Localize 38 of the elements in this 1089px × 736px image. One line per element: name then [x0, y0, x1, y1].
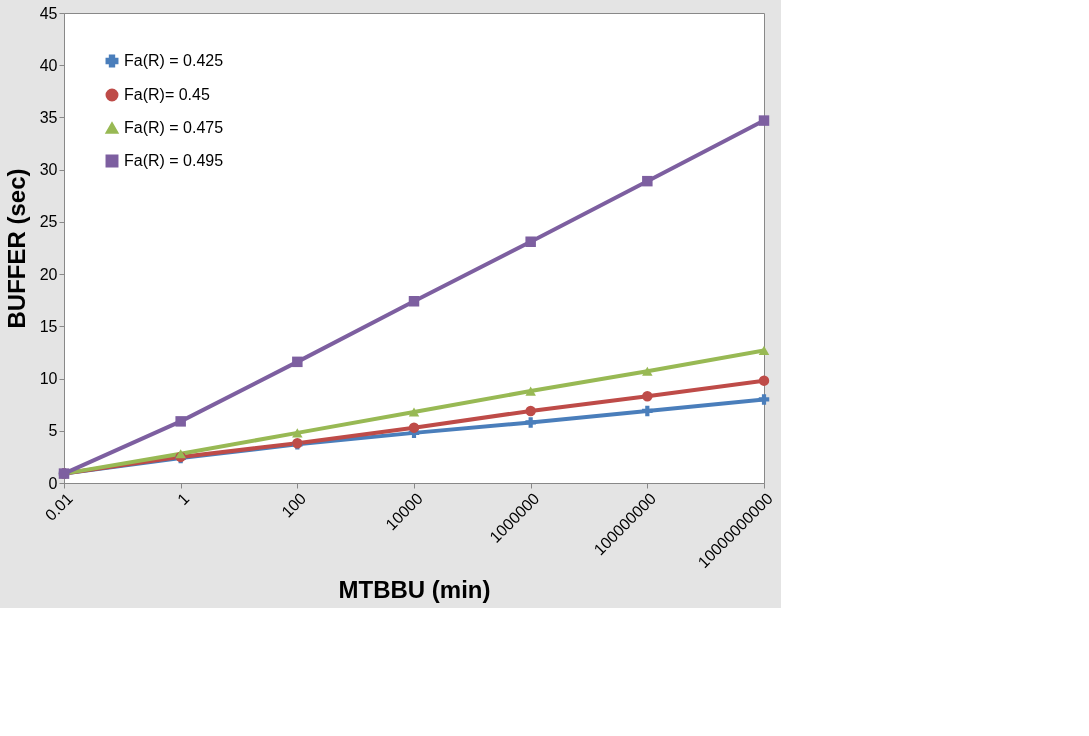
point — [292, 356, 303, 368]
y-tick-label: 40 — [39, 56, 58, 74]
point — [408, 422, 420, 433]
y-tick-label: 30 — [39, 161, 58, 179]
point — [758, 345, 770, 355]
point — [408, 407, 420, 417]
point — [642, 366, 653, 376]
x-axis-title: MTBBU (min) — [338, 576, 491, 604]
point — [525, 386, 536, 396]
legend-label: Fa(R)= 0.45 — [124, 86, 210, 103]
point — [292, 428, 303, 438]
legend-label: Fa(R) = 0.475 — [124, 119, 224, 136]
y-tick-label: 0 — [48, 474, 58, 492]
x-tick-label: 100 — [278, 489, 310, 521]
y-tick-label: 10 — [39, 370, 58, 388]
point — [758, 394, 770, 405]
legend-label: Fa(R) = 0.495 — [124, 152, 224, 169]
point — [175, 449, 186, 459]
point — [758, 375, 770, 386]
x-tick-label: 0.01 — [41, 489, 76, 524]
point — [525, 417, 536, 428]
point — [642, 391, 653, 402]
y-tick-label: 20 — [39, 265, 58, 283]
point — [642, 175, 653, 187]
y-tick-label: 5 — [48, 422, 58, 440]
x-tick-label: 1 — [174, 489, 193, 509]
y-tick-label: 15 — [39, 317, 58, 335]
point — [525, 405, 536, 417]
point — [525, 236, 536, 247]
y-tick-label: 35 — [39, 108, 58, 126]
legend-label: Fa(R) = 0.425 — [124, 52, 224, 69]
y-tick-label: 45 — [39, 4, 58, 22]
y-tick-label: 25 — [39, 213, 58, 231]
y-axis-title: BUFFER (sec) — [2, 168, 30, 329]
point — [758, 115, 770, 126]
point — [408, 296, 420, 307]
point — [175, 416, 186, 427]
point — [642, 405, 653, 417]
